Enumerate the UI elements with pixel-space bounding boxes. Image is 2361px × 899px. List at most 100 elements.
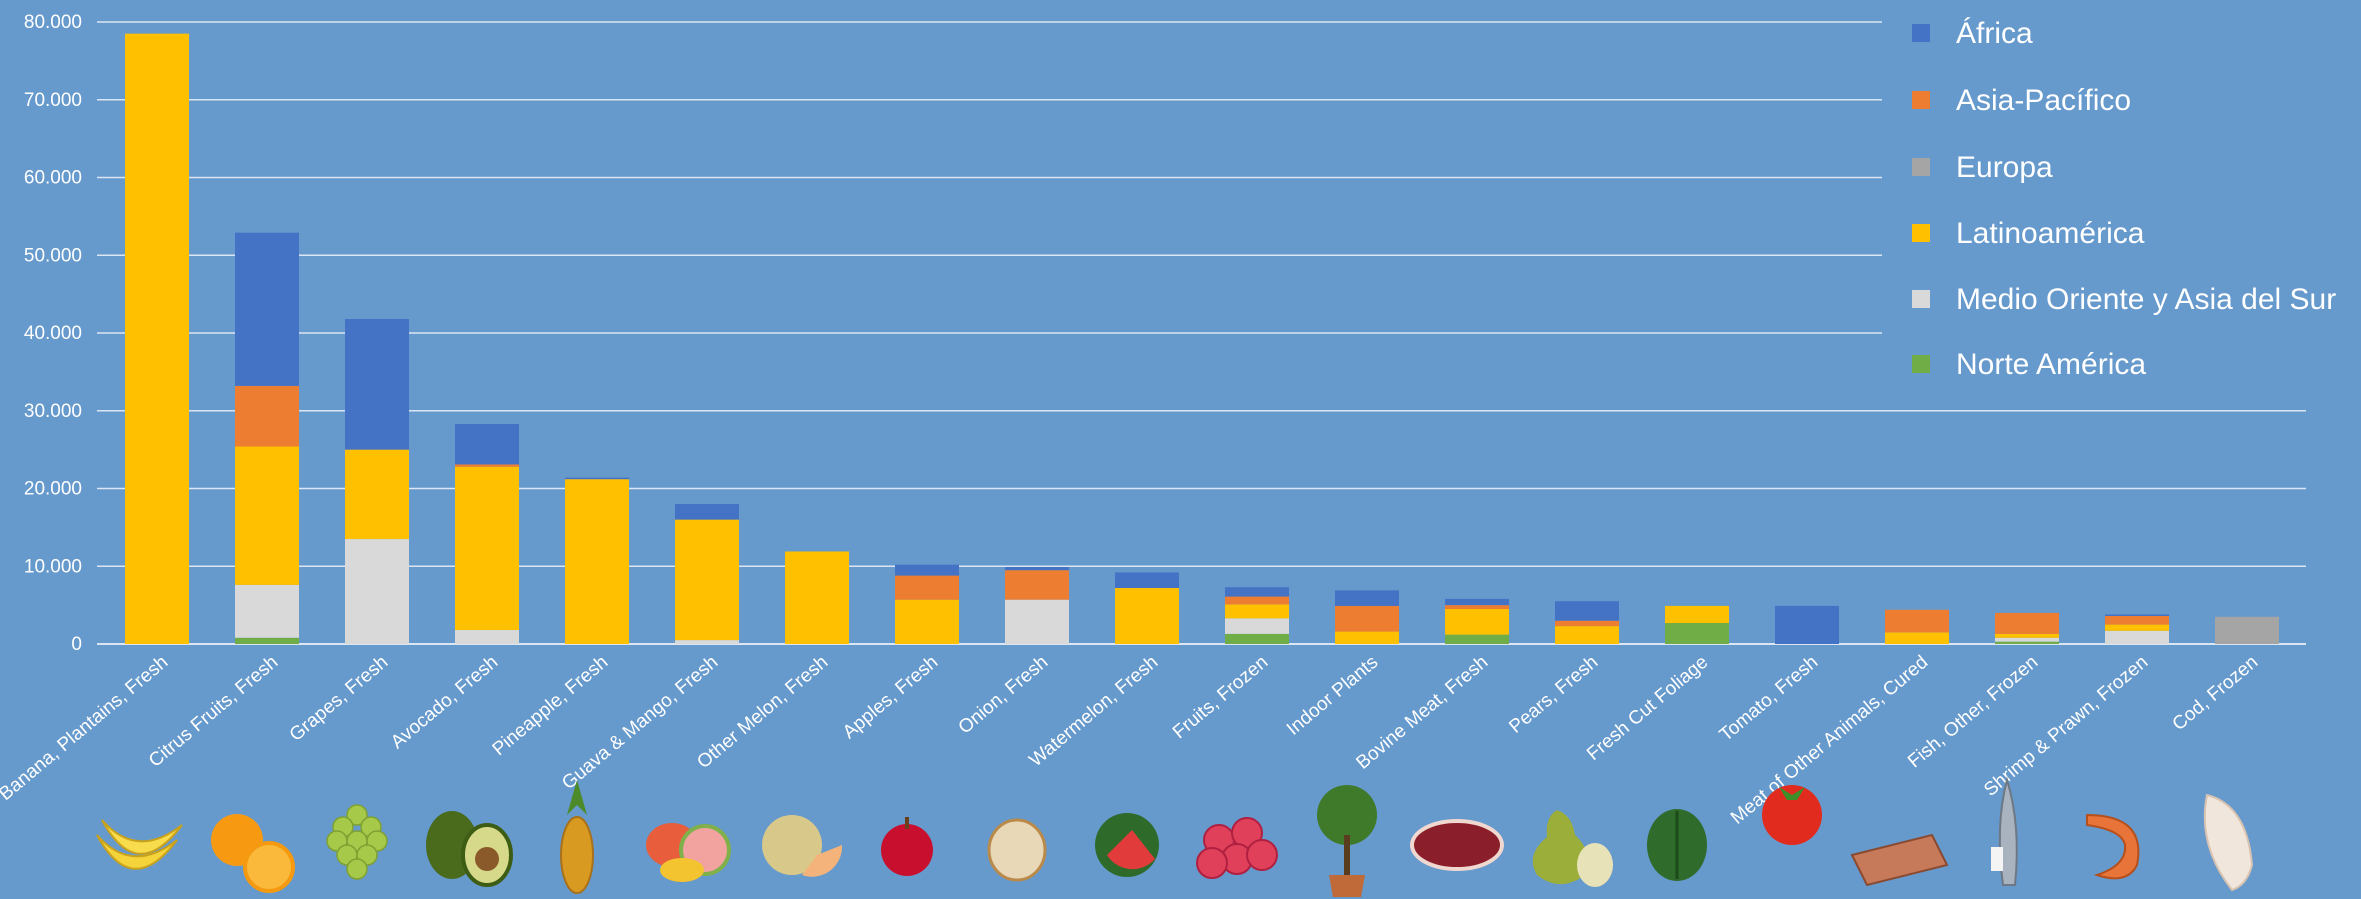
bar-segment-latinoamerica — [125, 33, 189, 645]
category-label: Banana, Plantains, Fresh — [0, 652, 172, 805]
cured-meat-icon — [1850, 833, 1949, 887]
legend-label-africa: África — [1956, 17, 2033, 50]
bar-segment-medio-oriente-y-asia-del-sur — [345, 539, 409, 644]
bar-segment-latinoamerica — [235, 446, 299, 585]
bar-segment-africa — [1225, 587, 1289, 597]
category-label: Pineapple, Fresh — [489, 652, 613, 760]
bar-segment-africa — [675, 504, 739, 520]
bar-segment-medio-oriente-y-asia-del-sur — [235, 584, 299, 638]
legend-label-europa: Europa — [1956, 151, 2053, 184]
bar-segment-asia-pacifico — [455, 464, 519, 467]
category-label: Onion, Fresh — [955, 652, 1053, 739]
bar-segment-latinoamerica — [1995, 633, 2059, 638]
bar-segment-asia-pacifico — [1225, 596, 1289, 605]
banana-icon — [96, 819, 183, 870]
bar-segment-africa — [345, 319, 409, 450]
bar-segment-medio-oriente-y-asia-del-sur — [675, 640, 739, 644]
legend-label-latinoamerica: Latinoamérica — [1956, 217, 2145, 250]
bar-segment-medio-oriente-y-asia-del-sur — [455, 630, 519, 644]
y-tick-label: 80.000 — [24, 12, 82, 33]
legend-swatch-medio-oriente-y-asia-del-sur — [1912, 290, 1930, 308]
bar-segment-asia-pacifico — [1885, 609, 1949, 633]
bar-segment-asia-pacifico — [2105, 616, 2169, 625]
bar-segment-africa — [1445, 598, 1509, 606]
bar-segment-latinoamerica — [895, 599, 959, 644]
grapes-icon — [326, 804, 388, 880]
category-label: Meat of Other Animals, Cured — [1727, 652, 1932, 829]
melon-icon — [762, 815, 843, 877]
legend-label-asia-pacifico: Asia-Pacífico — [1956, 84, 2131, 117]
legend-swatch-norte-america — [1912, 355, 1930, 373]
category-label: Fresh Cut Foliage — [1583, 652, 1712, 765]
bar-segment-latinoamerica — [345, 449, 409, 540]
bar-segment-medio-oriente-y-asia-del-sur — [1995, 637, 2059, 642]
lychee-icon — [1196, 817, 1278, 879]
category-pictures — [96, 776, 2254, 897]
y-tick-label: 20.000 — [24, 479, 82, 500]
category-label: Apples, Fresh — [839, 652, 942, 743]
category-label: Indoor Plants — [1283, 652, 1382, 740]
legend-label-norte-america: Norte América — [1956, 348, 2146, 381]
y-tick-label: 10.000 — [24, 556, 82, 577]
onion-icon — [987, 818, 1047, 882]
bar-segment-norte-america — [1225, 633, 1289, 644]
bar-segment-norte-america — [1995, 641, 2059, 644]
mango-guava-icon — [646, 823, 731, 882]
legend: África Asia-Pacífico Europa Latinoamérica Me… — [1912, 17, 2336, 381]
bar-segment-africa — [2105, 614, 2169, 617]
bar-segment-latinoamerica — [1335, 631, 1399, 644]
y-tick-label: 50.000 — [24, 245, 82, 266]
bar-segment-africa — [1775, 605, 1839, 644]
bar-segment-asia-pacifico — [235, 385, 299, 447]
shrimp-icon — [2086, 813, 2140, 880]
bar-segment-latinoamerica — [785, 551, 849, 644]
potted-plant-icon — [1317, 785, 1377, 897]
bars — [125, 33, 2279, 645]
y-tick-label: 70.000 — [24, 90, 82, 111]
bar-segment-africa — [895, 564, 959, 576]
bar-segment-latinoamerica — [1665, 605, 1729, 624]
category-label: Grapes, Fresh — [286, 652, 393, 746]
bar-segment-asia-pacifico — [1995, 612, 2059, 634]
category-label: Tomato, Fresh — [1716, 652, 1823, 746]
bar-segment-asia-pacifico — [1005, 570, 1069, 600]
category-label: Avocado, Fresh — [387, 652, 502, 753]
legend-swatch-asia-pacifico — [1912, 91, 1930, 109]
y-tick-label: 40.000 — [24, 323, 82, 344]
bar-segment-africa — [565, 477, 629, 480]
bar-segment-medio-oriente-y-asia-del-sur — [2105, 630, 2169, 644]
y-axis-ticks: 0 10.000 20.000 30.000 40.000 50.000 60.000 70.… — [24, 12, 82, 655]
tomato-icon — [1762, 785, 1822, 845]
bar-segment-latinoamerica — [675, 519, 739, 641]
watermelon-icon — [1095, 813, 1159, 877]
legend-swatch-africa — [1912, 24, 1930, 42]
category-label: Cod, Frozen — [2169, 652, 2263, 735]
category-label: Fruits, Frozen — [1169, 652, 1272, 743]
bar-segment-latinoamerica — [1225, 604, 1289, 619]
avocado-icon — [426, 811, 513, 887]
bar-segment-latinoamerica — [1555, 626, 1619, 644]
bar-segment-asia-pacifico — [895, 575, 959, 600]
apple-icon — [881, 817, 933, 876]
bar-segment-africa — [1555, 601, 1619, 621]
bar-segment-africa — [455, 423, 519, 465]
bar-segment-latinoamerica — [565, 479, 629, 644]
bar-segment-latinoamerica — [1115, 588, 1179, 644]
beef-icon — [1410, 819, 1504, 871]
legend-label-medio-oriente-y-asia-del-sur: Medio Oriente y Asia del Sur — [1956, 283, 2336, 316]
bar-segment-africa — [235, 232, 299, 386]
bar-segment-medio-oriente-y-asia-del-sur — [1005, 599, 1069, 644]
bar-segment-africa — [1335, 590, 1399, 606]
category-label: Pears, Fresh — [1505, 652, 1602, 738]
bar-segment-asia-pacifico — [1335, 605, 1399, 632]
y-tick-label: 60.000 — [24, 168, 82, 189]
bar-segment-medio-oriente-y-asia-del-sur — [1225, 618, 1289, 634]
pear-icon — [1532, 810, 1613, 887]
bar-segment-africa — [1115, 572, 1179, 589]
orange-icon — [211, 814, 295, 893]
bar-segment-norte-america — [1665, 623, 1729, 644]
bar-segment-asia-pacifico — [1555, 620, 1619, 627]
bar-segment-latinoamerica — [1445, 609, 1509, 635]
